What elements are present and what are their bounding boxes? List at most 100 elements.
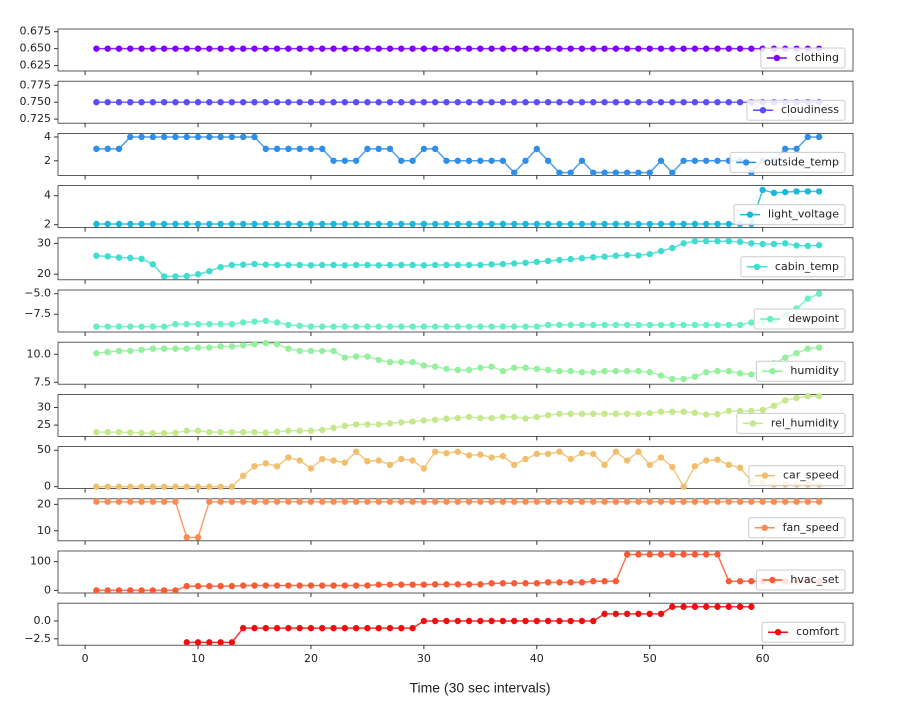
data-point: [556, 99, 563, 106]
data-point: [488, 220, 495, 228]
data-point: [669, 244, 676, 252]
data-point: [669, 498, 676, 505]
data-point: [262, 498, 269, 505]
data-point: [477, 617, 484, 625]
y-tick-label: 2: [44, 218, 51, 231]
data-point: [217, 639, 224, 646]
data-point: [330, 424, 337, 432]
data-point: [239, 342, 247, 349]
data-point: [454, 581, 461, 588]
data-point: [680, 157, 687, 164]
data-point: [138, 133, 145, 141]
data-point: [590, 617, 597, 625]
data-point: [330, 220, 337, 228]
data-point: [319, 45, 326, 52]
data-point: [691, 237, 699, 245]
data-point: [285, 582, 292, 589]
data-point: [725, 237, 732, 245]
data-point: [590, 578, 597, 585]
data-point: [646, 409, 653, 417]
data-point: [511, 617, 518, 625]
legend-marker: [759, 107, 767, 114]
legend-label: light_voltage: [768, 208, 839, 221]
data-point: [725, 603, 732, 610]
data-point: [499, 220, 507, 228]
data-point: [770, 240, 778, 248]
data-point: [262, 317, 269, 325]
data-point: [420, 498, 428, 505]
data-point: [149, 587, 157, 594]
data-point: [285, 321, 292, 329]
y-tick-label: 0.650: [20, 42, 52, 55]
data-point: [815, 344, 823, 351]
data-point: [262, 99, 269, 106]
data-point: [420, 417, 428, 424]
data-point: [330, 498, 337, 505]
data-point: [590, 45, 597, 52]
data-point: [239, 428, 247, 436]
data-point: [488, 45, 495, 52]
data-point: [319, 261, 326, 269]
data-point: [138, 483, 145, 490]
data-point: [409, 358, 416, 366]
data-point: [341, 459, 349, 466]
legend-box: [736, 412, 846, 434]
data-point: [206, 428, 213, 436]
series-line: [96, 450, 820, 489]
data-point: [815, 392, 823, 400]
data-point: [465, 323, 473, 330]
data-point: [138, 587, 145, 594]
data-point: [386, 45, 394, 52]
data-point: [567, 45, 574, 52]
data-point: [273, 428, 281, 436]
data-point: [115, 498, 123, 505]
data-point: [183, 45, 190, 52]
data-point: [782, 145, 789, 153]
data-point: [590, 369, 597, 376]
data-point: [477, 157, 484, 164]
data-point: [465, 413, 473, 421]
data-point: [296, 322, 303, 329]
panel-frame: [57, 550, 854, 594]
data-point: [725, 321, 732, 329]
data-point: [183, 639, 190, 646]
data-point: [398, 157, 405, 164]
data-point: [511, 498, 518, 505]
data-point: [307, 465, 315, 472]
data-point: [477, 414, 484, 422]
data-point: [623, 457, 631, 464]
data-point: [623, 45, 631, 52]
data-point: [815, 498, 823, 505]
data-point: [635, 498, 642, 505]
data-point: [330, 457, 337, 464]
data-point: [138, 498, 145, 505]
data-point: [262, 339, 269, 347]
data-point: [127, 45, 134, 52]
data-point: [725, 45, 732, 52]
legend: dewpoint: [753, 308, 846, 330]
data-point: [714, 237, 721, 245]
data-point: [477, 220, 484, 228]
data-point: [533, 220, 541, 228]
data-point: [533, 145, 541, 153]
data-point: [341, 354, 349, 361]
data-point: [285, 498, 292, 505]
data-point: [251, 260, 258, 268]
data-point: [601, 410, 608, 418]
data-point: [183, 582, 190, 590]
data-point: [115, 220, 123, 228]
data-point: [239, 319, 247, 326]
data-point: [398, 358, 405, 366]
data-point: [194, 344, 202, 351]
data-point: [736, 238, 744, 246]
y-tick-label: 25: [37, 418, 51, 431]
data-point: [115, 254, 123, 261]
data-point: [578, 369, 586, 376]
legend: fan_speed: [748, 517, 846, 539]
data-point: [341, 99, 349, 106]
data-point: [398, 323, 405, 330]
data-point: [138, 429, 145, 437]
data-point: [160, 587, 168, 594]
data-point: [499, 498, 507, 505]
data-point: [702, 99, 710, 106]
